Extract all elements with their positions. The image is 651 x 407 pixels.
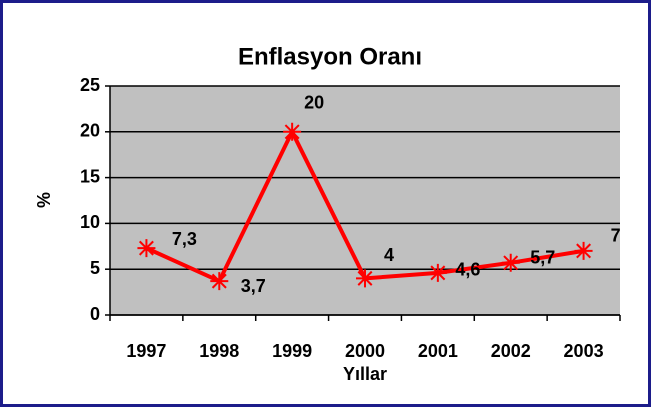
y-axis-label: % xyxy=(34,192,54,208)
y-tick-label: 15 xyxy=(80,166,100,186)
x-tick-label: 2001 xyxy=(418,341,458,361)
data-label: 5,7 xyxy=(530,248,555,268)
data-label: 3,7 xyxy=(241,276,266,296)
marker xyxy=(356,269,374,288)
marker xyxy=(283,122,302,141)
marker xyxy=(137,239,156,258)
y-tick-label: 5 xyxy=(90,258,100,278)
data-label: 7,3 xyxy=(172,229,197,249)
data-label: 7 xyxy=(611,226,621,246)
x-tick-label: 1999 xyxy=(272,341,312,361)
data-label: 20 xyxy=(304,93,324,113)
marker xyxy=(428,263,447,282)
marker xyxy=(574,241,593,260)
x-tick-label: 2000 xyxy=(345,341,385,361)
x-tick-label: 1997 xyxy=(126,341,166,361)
x-tick-label: 1998 xyxy=(199,341,239,361)
data-label: 4,6 xyxy=(455,260,480,280)
y-tick-label: 25 xyxy=(80,75,100,95)
x-tick-label: 2002 xyxy=(491,341,531,361)
y-tick-label: 10 xyxy=(80,212,100,232)
x-axis-label: Yıllar xyxy=(343,364,387,384)
chart-title: Enflasyon Oranı xyxy=(238,43,422,70)
marker xyxy=(210,272,229,291)
y-tick-label: 20 xyxy=(80,121,100,141)
x-tick-label: 2003 xyxy=(564,341,604,361)
marker xyxy=(501,253,520,272)
data-label: 4 xyxy=(384,245,394,265)
y-tick-label: 0 xyxy=(90,304,100,324)
